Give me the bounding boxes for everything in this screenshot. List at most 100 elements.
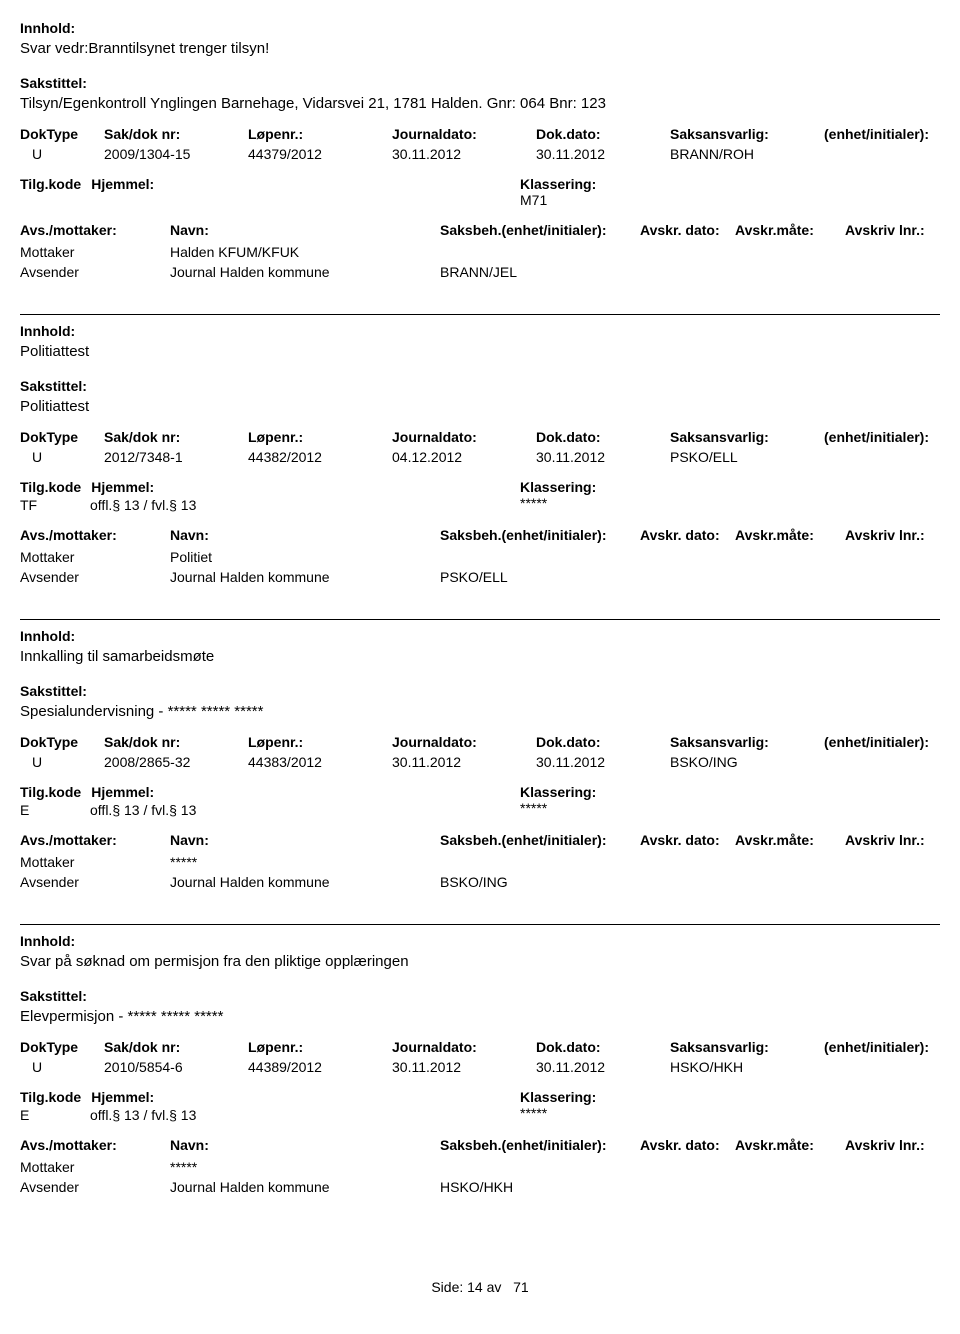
hdr-saksbeh: Saksbeh.(enhet/initialer): — [440, 222, 640, 238]
hdr-enhet: (enhet/initialer): — [824, 126, 954, 142]
hdr-sakdok: Sak/dok nr: — [104, 734, 244, 750]
val-klassering: M71 — [520, 192, 920, 208]
val-dokdato: 30.11.2012 — [536, 754, 666, 770]
hdr-avskrdato: Avskr. dato: — [640, 832, 735, 848]
hdr-doktype: DokType — [20, 429, 100, 445]
hdr-saksansvarlig: Saksansvarlig: — [670, 429, 820, 445]
sakstittel-value: Elevpermisjon - ***** ***** ***** — [20, 1008, 940, 1025]
column-headers: DokType Sak/dok nr: Løpenr.: Journaldato… — [20, 1039, 940, 1055]
hdr-avskrivlnr: Avskriv lnr.: — [845, 222, 945, 238]
column-values: U 2008/2865-32 44383/2012 30.11.2012 30.… — [20, 754, 940, 770]
klassering-label: Klassering: — [520, 1089, 920, 1105]
hdr-avskrmate: Avskr.måte: — [735, 832, 845, 848]
party-headers: Avs./mottaker: Navn: Saksbeh.(enhet/init… — [20, 527, 940, 543]
innhold-value: Svar vedr:Branntilsynet trenger tilsyn! — [20, 40, 940, 57]
hdr-avskrdato: Avskr. dato: — [640, 1137, 735, 1153]
avsender-label: Avsender — [20, 264, 170, 280]
party-headers: Avs./mottaker: Navn: Saksbeh.(enhet/init… — [20, 222, 940, 238]
hdr-avsmottaker: Avs./mottaker: — [20, 832, 170, 848]
val-lopenr: 44379/2012 — [248, 146, 388, 162]
val-sakdok: 2008/2865-32 — [104, 754, 244, 770]
column-headers: DokType Sak/dok nr: Løpenr.: Journaldato… — [20, 734, 940, 750]
tilgkode-label: Tilg.kode — [20, 479, 81, 495]
footer-total: 71 — [513, 1279, 529, 1295]
val-journaldato: 30.11.2012 — [392, 1059, 532, 1075]
hdr-doktype: DokType — [20, 1039, 100, 1055]
mottaker-navn: ***** — [170, 1159, 440, 1175]
hdr-avskrmate: Avskr.måte: — [735, 222, 845, 238]
mottaker-navn: Halden KFUM/KFUK — [170, 244, 440, 260]
hdr-saksansvarlig: Saksansvarlig: — [670, 126, 820, 142]
mottaker-row: Mottaker Politiet — [20, 549, 940, 565]
sakstittel-label: Sakstittel: — [20, 378, 940, 394]
column-values: U 2012/7348-1 44382/2012 04.12.2012 30.1… — [20, 449, 940, 465]
journal-record: Innhold: Innkalling til samarbeidsmøte S… — [20, 620, 940, 924]
footer-av: av — [487, 1279, 502, 1295]
val-journaldato: 30.11.2012 — [392, 754, 532, 770]
avsender-row: Avsender Journal Halden kommune BSKO/ING — [20, 874, 940, 890]
hdr-enhet: (enhet/initialer): — [824, 429, 954, 445]
val-journaldato: 04.12.2012 — [392, 449, 532, 465]
hdr-saksbeh: Saksbeh.(enhet/initialer): — [440, 527, 640, 543]
hdr-navn: Navn: — [170, 1137, 440, 1153]
val-saksansvarlig: PSKO/ELL — [670, 449, 820, 465]
sakstittel-value: Tilsyn/Egenkontroll Ynglingen Barnehage,… — [20, 95, 940, 112]
sakstittel-value: Politiattest — [20, 398, 940, 415]
column-values: U 2009/1304-15 44379/2012 30.11.2012 30.… — [20, 146, 940, 162]
mottaker-label: Mottaker — [20, 244, 170, 260]
avsender-saksbeh: BRANN/JEL — [440, 264, 640, 280]
hdr-journaldato: Journaldato: — [392, 734, 532, 750]
hdr-navn: Navn: — [170, 527, 440, 543]
hdr-journaldato: Journaldato: — [392, 1039, 532, 1055]
innhold-label: Innhold: — [20, 628, 940, 644]
val-hjemmel: offl.§ 13 / fvl.§ 13 — [90, 802, 196, 818]
val-saksansvarlig: BSKO/ING — [670, 754, 820, 770]
hdr-doktype: DokType — [20, 126, 100, 142]
avsender-navn: Journal Halden kommune — [170, 1179, 440, 1195]
mottaker-navn: ***** — [170, 854, 440, 870]
val-doktype: U — [20, 449, 100, 465]
hdr-lopenr: Løpenr.: — [248, 1039, 388, 1055]
hdr-dokdato: Dok.dato: — [536, 734, 666, 750]
hdr-navn: Navn: — [170, 832, 440, 848]
avsender-saksbeh: PSKO/ELL — [440, 569, 640, 585]
journal-record: Innhold: Svar på søknad om permisjon fra… — [20, 925, 940, 1229]
hdr-lopenr: Løpenr.: — [248, 126, 388, 142]
sakstittel-label: Sakstittel: — [20, 75, 940, 91]
hdr-avskrivlnr: Avskriv lnr.: — [845, 1137, 945, 1153]
avsender-row: Avsender Journal Halden kommune PSKO/ELL — [20, 569, 940, 585]
innhold-value: Politiattest — [20, 343, 940, 360]
hdr-avsmottaker: Avs./mottaker: — [20, 1137, 170, 1153]
mottaker-navn: Politiet — [170, 549, 440, 565]
val-tilgkode: E — [20, 1107, 80, 1123]
val-tilgkode: E — [20, 802, 80, 818]
avsender-navn: Journal Halden kommune — [170, 264, 440, 280]
innhold-label: Innhold: — [20, 933, 940, 949]
hdr-avsmottaker: Avs./mottaker: — [20, 527, 170, 543]
val-enhet — [824, 449, 954, 465]
column-values: U 2010/5854-6 44389/2012 30.11.2012 30.1… — [20, 1059, 940, 1075]
hdr-enhet: (enhet/initialer): — [824, 1039, 954, 1055]
hdr-sakdok: Sak/dok nr: — [104, 1039, 244, 1055]
hdr-journaldato: Journaldato: — [392, 429, 532, 445]
hjemmel-block: Tilg.kode Hjemmel: Klassering: M71 — [20, 176, 940, 208]
klassering-label: Klassering: — [520, 176, 920, 192]
hdr-sakdok: Sak/dok nr: — [104, 126, 244, 142]
avsender-navn: Journal Halden kommune — [170, 874, 440, 890]
val-dokdato: 30.11.2012 — [536, 146, 666, 162]
val-sakdok: 2009/1304-15 — [104, 146, 244, 162]
hdr-avskrdato: Avskr. dato: — [640, 222, 735, 238]
journal-record: Innhold: Svar vedr:Branntilsynet trenger… — [20, 12, 940, 314]
mottaker-label: Mottaker — [20, 549, 170, 565]
hdr-doktype: DokType — [20, 734, 100, 750]
val-doktype: U — [20, 1059, 100, 1075]
val-journaldato: 30.11.2012 — [392, 146, 532, 162]
val-tilgkode: TF — [20, 497, 80, 513]
tilgkode-label: Tilg.kode — [20, 1089, 81, 1105]
hjemmel-block: Tilg.kode Hjemmel: E offl.§ 13 / fvl.§ 1… — [20, 1089, 940, 1123]
hdr-avskrmate: Avskr.måte: — [735, 1137, 845, 1153]
tilgkode-label: Tilg.kode — [20, 176, 81, 192]
hjemmel-block: Tilg.kode Hjemmel: TF offl.§ 13 / fvl.§ … — [20, 479, 940, 513]
hdr-avskrivlnr: Avskriv lnr.: — [845, 832, 945, 848]
klassering-label: Klassering: — [520, 784, 920, 800]
